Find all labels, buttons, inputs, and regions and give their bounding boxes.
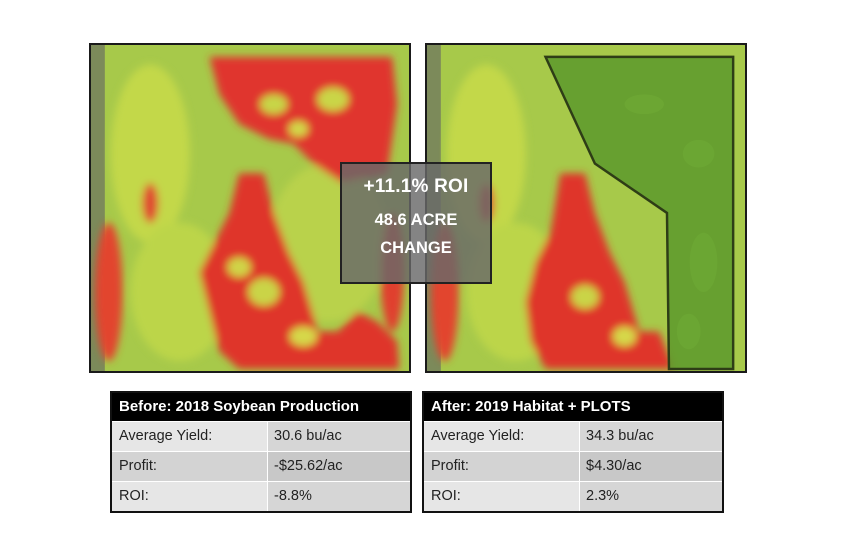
- roi-headline: +11.1% ROI: [363, 176, 469, 197]
- before-stats-table: Before: 2018 Soybean Production Average …: [110, 391, 412, 513]
- table-row: ROI: -8.8%: [112, 481, 410, 511]
- stat-value: -$25.62/ac: [268, 452, 410, 481]
- table-row: Profit: -$25.62/ac: [112, 451, 410, 481]
- roi-change-callout: +11.1% ROI 48.6 ACRE CHANGE: [340, 162, 492, 284]
- stat-value: $4.30/ac: [580, 452, 722, 481]
- table-row: Average Yield: 30.6 bu/ac: [112, 421, 410, 451]
- stat-value: -8.8%: [268, 482, 410, 511]
- stat-label: ROI:: [424, 482, 580, 511]
- stat-label: Average Yield:: [112, 422, 268, 451]
- acreage-line-1: 48.6 ACRE: [374, 211, 458, 229]
- habitat-texture: [624, 94, 718, 350]
- stat-label: Profit:: [112, 452, 268, 481]
- table-row: ROI: 2.3%: [424, 481, 722, 511]
- acreage-line-2: CHANGE: [380, 239, 452, 257]
- table-row: Profit: $4.30/ac: [424, 451, 722, 481]
- habitat-plot-overlay: [543, 55, 735, 371]
- stat-label: ROI:: [112, 482, 268, 511]
- stat-value: 2.3%: [580, 482, 722, 511]
- stat-label: Profit:: [424, 452, 580, 481]
- after-stats-title: After: 2019 Habitat + PLOTS: [424, 393, 722, 421]
- stat-value: 30.6 bu/ac: [268, 422, 410, 451]
- before-stats-title: Before: 2018 Soybean Production: [112, 393, 410, 421]
- table-row: Average Yield: 34.3 bu/ac: [424, 421, 722, 451]
- after-stats-table: After: 2019 Habitat + PLOTS Average Yiel…: [422, 391, 724, 513]
- stat-value: 34.3 bu/ac: [580, 422, 722, 451]
- stat-label: Average Yield:: [424, 422, 580, 451]
